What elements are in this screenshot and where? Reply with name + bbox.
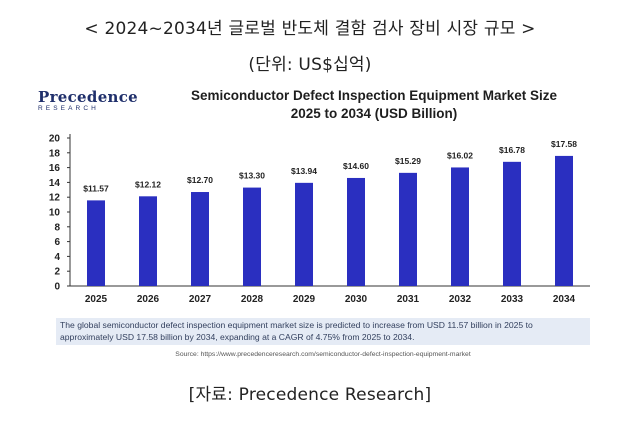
bar <box>243 187 261 286</box>
data-label: $15.29 <box>395 156 421 166</box>
bar <box>503 161 521 286</box>
bar <box>191 192 209 286</box>
bar <box>295 182 313 286</box>
source-line: Source: https://www.precedenceresearch.c… <box>175 351 471 358</box>
data-label: $12.12 <box>135 179 161 189</box>
reference-caption: [자료: Precedence Research] <box>188 385 432 405</box>
page-heading: < 2024~2034년 글로벌 반도체 결함 검사 장비 시장 규모 > <box>84 19 536 39</box>
unit-label: (단위: US$십억) <box>248 55 372 75</box>
y-tick-label: 10 <box>49 208 61 219</box>
chart-subtitle: 2025 to 2034 (USD Billion) <box>290 106 458 121</box>
logo-main-text: Precedence <box>38 88 139 106</box>
bar <box>451 167 469 286</box>
x-tick-label: 2032 <box>449 294 472 305</box>
data-label: $11.57 <box>83 183 109 193</box>
bar <box>87 200 105 286</box>
chart-card: Precedence RESEARCH Semiconductor Defect… <box>34 84 592 366</box>
x-tick-label: 2030 <box>345 294 368 305</box>
data-label: $13.30 <box>239 171 265 181</box>
x-tick-label: 2034 <box>553 294 576 305</box>
data-label: $14.60 <box>343 161 369 171</box>
y-tick-label: 16 <box>49 163 61 174</box>
y-tick-label: 2 <box>54 267 60 278</box>
summary-note: The global semiconductor defect inspecti… <box>56 318 590 345</box>
bar <box>347 177 365 286</box>
data-label: $17.58 <box>551 139 577 149</box>
bar <box>139 196 157 286</box>
bar <box>399 172 417 286</box>
data-label: $12.70 <box>187 175 213 185</box>
chart-title: Semiconductor Defect Inspection Equipmen… <box>190 88 558 103</box>
logo-sub-text: RESEARCH <box>38 105 99 112</box>
data-label: $13.94 <box>291 166 317 176</box>
y-tick-label: 6 <box>54 237 60 248</box>
y-tick-label: 4 <box>54 252 60 263</box>
bar-chart: 0 2 4 6 8 10 12 14 16 18 20 $11.57 2025 $12.12 2026 $12… <box>49 134 590 305</box>
y-tick-label: 18 <box>49 148 61 159</box>
y-tick-label: 12 <box>49 193 61 204</box>
y-tick-label: 20 <box>49 134 61 145</box>
y-tick-label: 0 <box>54 282 60 293</box>
x-tick-label: 2026 <box>137 294 160 305</box>
data-label: $16.78 <box>499 145 525 155</box>
y-tick-label: 14 <box>49 178 61 189</box>
x-tick-label: 2029 <box>293 294 316 305</box>
precedence-logo: Precedence RESEARCH <box>38 88 138 112</box>
x-tick-label: 2027 <box>189 294 212 305</box>
bar <box>555 155 573 286</box>
x-tick-label: 2031 <box>397 294 420 305</box>
data-label: $16.02 <box>447 150 473 160</box>
x-tick-label: 2033 <box>501 294 524 305</box>
y-tick-label: 8 <box>54 222 60 233</box>
x-tick-label: 2025 <box>85 294 108 305</box>
x-tick-label: 2028 <box>241 294 264 305</box>
